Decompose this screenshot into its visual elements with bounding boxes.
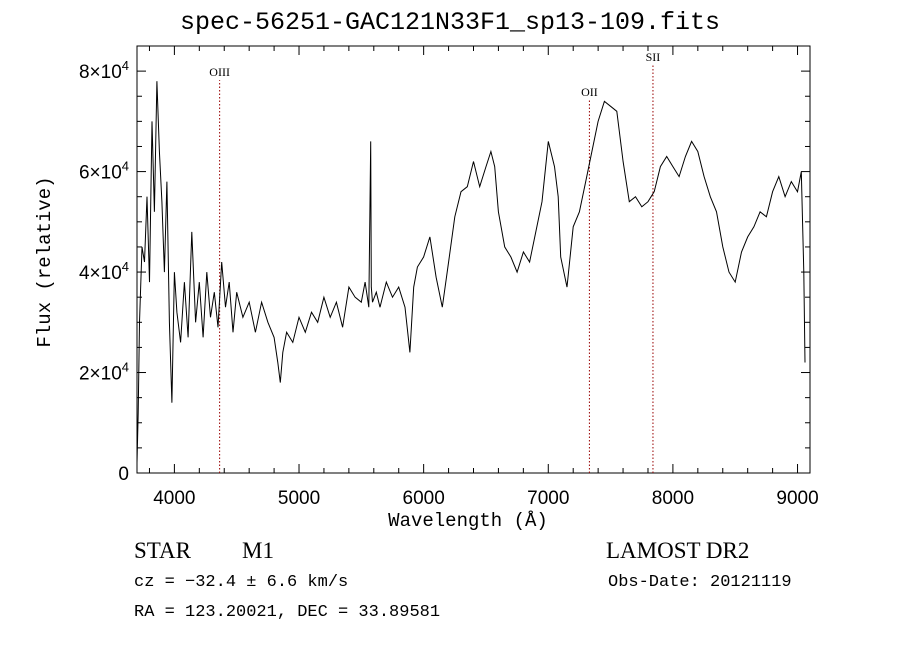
redshift-velocity: cz = −32.4 ± 6.6 km/s — [134, 573, 349, 592]
chart-title: spec-56251-GAC121N33F1_sp13-109.fits — [179, 8, 721, 37]
emission-line-markers: OIII OII SII — [209, 50, 660, 473]
object-subclass: M1 — [242, 538, 274, 563]
object-class: STAR — [134, 538, 191, 563]
y-tick-label: 6×104 — [79, 159, 129, 184]
y-tick-label: 8×104 — [79, 58, 129, 83]
x-tick-label: 8000 — [652, 488, 694, 509]
y-tick-label: 4×104 — [79, 259, 129, 284]
y-axis-label: Flux (relative) — [34, 176, 56, 347]
plot-frame — [136, 45, 811, 474]
x-tick-label: 9000 — [776, 488, 818, 509]
y-tick-labels: 0 2×104 4×104 6×104 8×104 — [79, 58, 129, 485]
x-axis-label: Wavelength (Å) — [388, 510, 548, 532]
survey-name: LAMOST DR2 — [606, 538, 750, 563]
y-tick-label: 0 — [118, 464, 129, 485]
x-tick-label: 6000 — [403, 488, 445, 509]
x-tick-labels: 4000 5000 6000 7000 8000 9000 — [153, 488, 818, 509]
spectrum-line — [136, 81, 806, 464]
observation-date: Obs-Date: 20121119 — [608, 573, 792, 592]
x-tick-label: 7000 — [527, 488, 569, 509]
axis-ticks — [137, 46, 810, 474]
coordinates: RA = 123.20021, DEC = 33.89581 — [134, 603, 441, 622]
x-tick-label: 5000 — [278, 488, 320, 509]
line-marker-label: SII — [646, 50, 661, 64]
line-marker-label: OIII — [209, 65, 230, 79]
y-tick-label: 2×104 — [79, 360, 129, 385]
line-marker-label: OII — [581, 85, 598, 99]
x-tick-label: 4000 — [153, 488, 195, 509]
